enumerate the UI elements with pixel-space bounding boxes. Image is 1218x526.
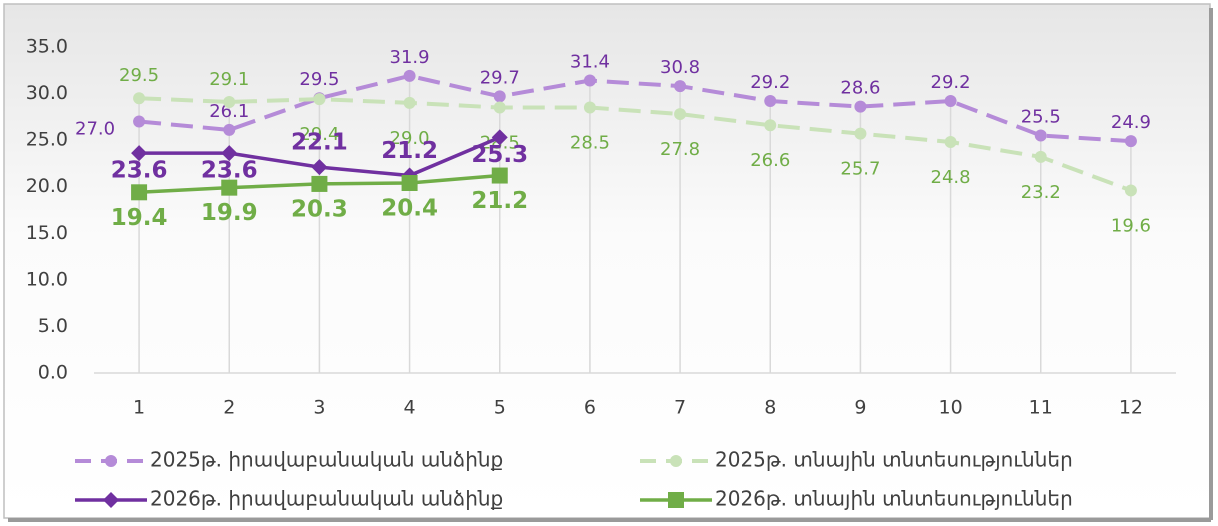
data-label: 24.9 [1111, 112, 1151, 133]
data-point [491, 129, 508, 146]
data-label: 19.6 [1111, 215, 1151, 236]
data-label: 28.5 [570, 133, 610, 154]
data-label: 29.1 [209, 69, 249, 90]
data-point [674, 108, 687, 121]
y-tick-label: 20.0 [26, 175, 68, 197]
y-tick-label: 35.0 [26, 36, 68, 58]
data-label: 19.9 [201, 200, 258, 226]
data-point [764, 95, 777, 108]
x-tick-label: 5 [494, 397, 506, 419]
data-label: 29.5 [119, 65, 159, 86]
legend-label: 2025թ. տնային տնտեսություններ [715, 448, 1073, 472]
data-label: 31.9 [390, 47, 430, 68]
x-tick-label: 10 [938, 397, 962, 419]
x-tick-label: 7 [674, 397, 686, 419]
data-point [311, 175, 328, 192]
data-point [223, 123, 236, 136]
data-label: 27.8 [660, 139, 700, 160]
data-label: 24.8 [931, 167, 971, 188]
data-label: 29.4 [299, 124, 339, 145]
data-label: 20.4 [381, 195, 438, 221]
data-label: 23.2 [1021, 182, 1061, 203]
data-label: 26.6 [750, 150, 790, 171]
x-tick-label: 8 [764, 397, 776, 419]
legend-marker [670, 455, 682, 467]
data-point [583, 101, 596, 114]
x-tick-label: 1 [133, 397, 145, 419]
data-point [674, 80, 687, 93]
legend-marker [103, 492, 119, 508]
legend-marker [105, 455, 117, 467]
data-label: 31.4 [570, 52, 610, 73]
legend-label: 2026թ. իրավաբանական անձինք [150, 487, 503, 511]
data-point [1034, 150, 1047, 163]
data-point [493, 101, 506, 114]
data-point [1124, 184, 1137, 197]
data-label: 29.7 [480, 67, 520, 88]
y-tick-label: 30.0 [26, 82, 68, 104]
data-point [1124, 135, 1137, 148]
data-point [133, 115, 146, 128]
x-tick-label: 6 [584, 397, 596, 419]
data-label: 20.3 [291, 196, 348, 222]
data-point [944, 95, 957, 108]
data-label: 30.8 [660, 57, 700, 78]
x-tick-label: 3 [313, 397, 325, 419]
y-tick-label: 10.0 [26, 268, 68, 290]
data-label: 26.1 [209, 101, 249, 122]
data-point [223, 95, 236, 108]
data-label: 23.6 [201, 158, 258, 184]
legend-marker [668, 492, 684, 508]
data-label: 29.2 [931, 72, 971, 93]
legend-label: 2026թ. տնային տնտեսություններ [715, 487, 1073, 511]
data-label: 29.2 [750, 72, 790, 93]
data-label: 29.0 [390, 128, 430, 149]
data-point [403, 69, 416, 82]
data-label: 25.7 [840, 159, 880, 180]
y-tick-label: 0.0 [38, 362, 68, 384]
data-label: 23.6 [111, 158, 168, 184]
data-point [583, 74, 596, 87]
data-label: 19.4 [111, 205, 168, 231]
data-label: 27.0 [75, 119, 115, 140]
series-line [138, 73, 1132, 144]
data-label: 21.2 [471, 188, 528, 214]
y-tick-label: 5.0 [38, 315, 68, 337]
y-tick-label: 25.0 [26, 129, 68, 151]
x-tick-label: 4 [404, 397, 416, 419]
x-tick-label: 9 [854, 397, 866, 419]
data-point [221, 145, 238, 162]
data-point [313, 93, 326, 106]
data-point [131, 145, 148, 162]
data-label: 21.2 [381, 138, 438, 164]
data-point [854, 127, 867, 140]
data-label: 25.5 [1021, 106, 1061, 127]
data-label: 28.6 [840, 78, 880, 99]
x-tick-label: 11 [1029, 397, 1053, 419]
y-tick-label: 15.0 [26, 222, 68, 244]
data-point [854, 100, 867, 113]
x-tick-label: 12 [1119, 397, 1143, 419]
data-point [131, 184, 148, 201]
data-label: 25.3 [471, 142, 528, 168]
legend-label: 2025թ. իրավաբանական անձինք [150, 448, 503, 472]
chart-frame [3, 3, 1211, 519]
data-point [944, 136, 957, 149]
x-tick-label: 2 [223, 397, 235, 419]
data-label: 29.5 [299, 69, 339, 90]
data-label: 22.1 [291, 130, 348, 156]
data-point [1034, 129, 1047, 142]
data-point [133, 92, 146, 105]
data-point [403, 96, 416, 109]
data-point [311, 159, 328, 176]
data-point [764, 119, 777, 132]
series-line [139, 96, 1132, 193]
data-point [401, 174, 418, 191]
data-point [491, 167, 508, 184]
data-point [221, 179, 238, 196]
data-point [493, 90, 506, 103]
